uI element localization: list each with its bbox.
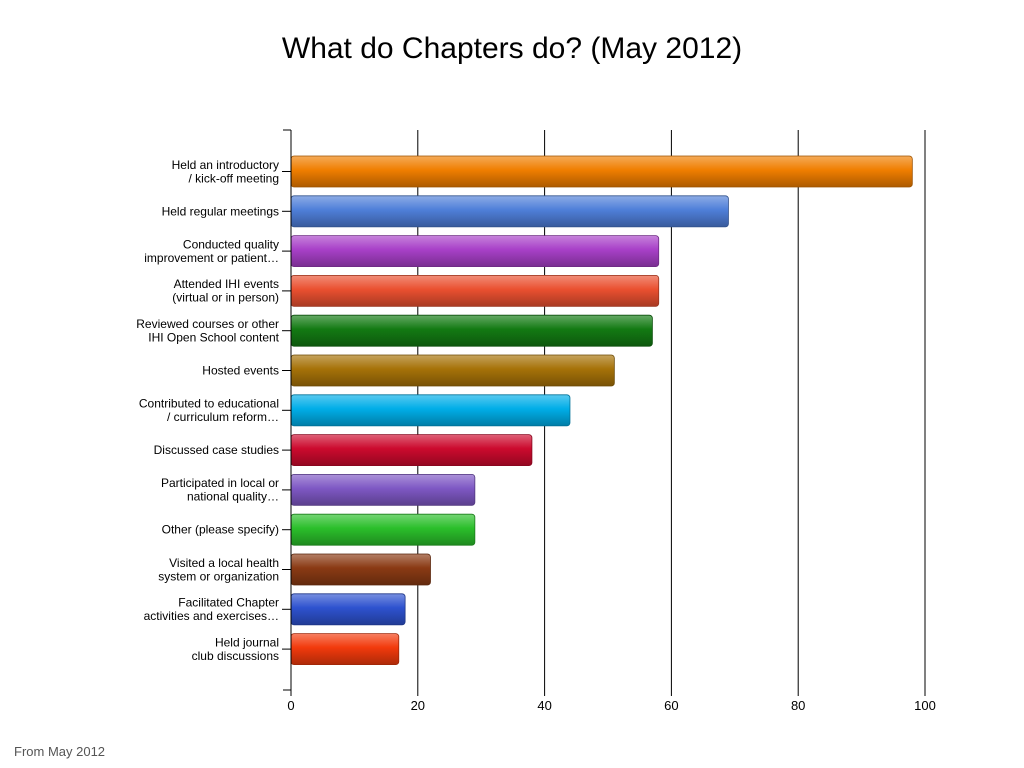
category-label-line: Conducted quality xyxy=(183,237,279,251)
category-label-line: Held an introductory xyxy=(172,158,279,172)
category-label: Reviewed courses or other IHI Open School… xyxy=(136,317,279,345)
category-label: Held an introductory / kick-off meeting xyxy=(172,158,279,186)
category-label-line: Other (please specify) xyxy=(162,523,279,537)
bar xyxy=(290,593,406,626)
bar xyxy=(290,235,660,268)
category-label-line: Facilitated Chapter xyxy=(178,596,279,610)
bars xyxy=(290,155,913,665)
category-label: Facilitated Chapter activities and exerci… xyxy=(144,596,279,624)
x-tick-label: 20 xyxy=(411,698,425,713)
category-label-line: system or organization xyxy=(158,569,279,583)
bar xyxy=(290,195,729,228)
category-label: Discussed case studies xyxy=(154,443,279,457)
category-label: Visited a local health system or organiza… xyxy=(158,556,279,584)
bar xyxy=(290,434,533,467)
category-label-line: Held regular meetings xyxy=(162,204,279,218)
category-label-line: Attended IHI events xyxy=(174,277,279,291)
category-label-line: activities and exercises… xyxy=(144,609,279,623)
category-label-line: Hosted events xyxy=(202,364,279,378)
bar xyxy=(290,633,400,665)
category-label-line: Visited a local health xyxy=(169,556,279,570)
category-labels: Held an introductory / kick-off meetingHe… xyxy=(136,158,279,663)
x-tick-label: 80 xyxy=(791,698,805,713)
bar xyxy=(290,394,571,427)
category-label-line: / kick-off meeting xyxy=(189,171,279,185)
category-label: Contributed to educational / curriculum r… xyxy=(139,397,279,425)
category-label: Hosted events xyxy=(202,364,279,378)
x-tick-label: 100 xyxy=(914,698,936,713)
category-label-line: Participated in local or xyxy=(161,476,279,490)
bar xyxy=(290,354,615,387)
category-label: Conducted quality improvement or patient… xyxy=(144,237,279,265)
category-label: Participated in local or national quality… xyxy=(161,476,279,504)
axes xyxy=(282,129,926,696)
category-label: Attended IHI events (virtual or in person… xyxy=(172,277,279,305)
bar xyxy=(290,513,476,546)
x-tick-label: 60 xyxy=(664,698,678,713)
category-label-line: (virtual or in person) xyxy=(172,291,279,305)
bar xyxy=(290,155,913,188)
category-label-line: Reviewed courses or other xyxy=(136,317,279,331)
category-label: Held journal club discussions xyxy=(192,635,279,663)
category-label-line: Discussed case studies xyxy=(154,443,279,457)
category-label: Other (please specify) xyxy=(162,523,279,537)
category-label-line: IHI Open School content xyxy=(148,330,279,344)
bar xyxy=(290,314,653,347)
category-label-line: national quality… xyxy=(187,490,279,504)
slide-title: What do Chapters do? (May 2012) xyxy=(281,32,743,65)
x-tick-label: 0 xyxy=(287,698,294,713)
category-label-line: improvement or patient… xyxy=(144,251,279,265)
category-label-line: club discussions xyxy=(192,649,279,663)
bar xyxy=(290,473,476,506)
footer-note: From May 2012 xyxy=(14,744,106,759)
category-label-line: Held journal xyxy=(215,635,279,649)
category-label: Held regular meetings xyxy=(162,204,279,218)
category-label-line: Contributed to educational xyxy=(139,397,279,411)
category-label-line: / curriculum reform… xyxy=(167,410,279,424)
bar xyxy=(290,553,431,586)
bar xyxy=(290,274,660,307)
x-tick-label: 40 xyxy=(537,698,551,713)
x-tick-labels: 0 20 40 60 80 100 xyxy=(287,698,935,713)
